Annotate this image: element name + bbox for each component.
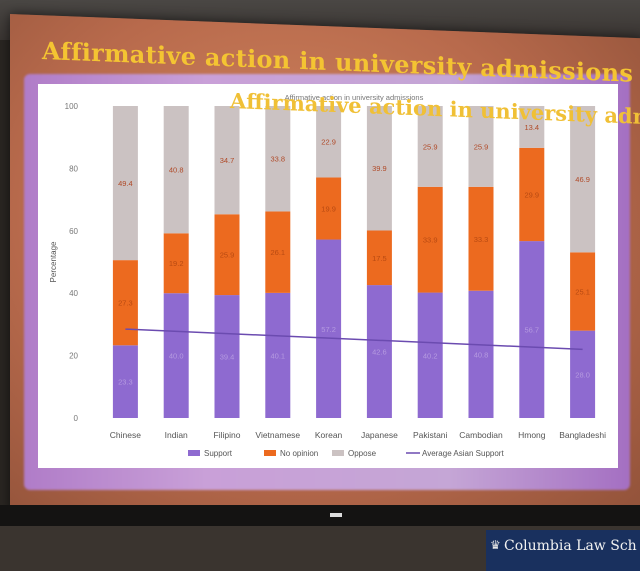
data-label: 33.9 [423,236,438,245]
bar-support [214,295,240,418]
bar-oppose [214,106,240,215]
data-label: 23.3 [118,378,133,387]
legend-label: No opinion [280,449,318,458]
bar-no-opinion [570,252,596,331]
average-support-line [125,328,583,351]
data-label: 40.0 [169,352,184,361]
data-label: 34.7 [220,156,235,165]
bar-support [163,293,189,418]
x-tick-label: Hmong [518,430,546,440]
data-label: 33.3 [474,235,489,244]
x-tick-label: Pakistani [413,430,448,440]
x-tick-label: Filipino [214,430,241,440]
data-label: 25.9 [474,142,489,151]
data-label: 40.1 [270,351,285,360]
bar-oppose [316,106,342,178]
data-label: 57.2 [321,325,336,334]
bar-no-opinion [112,260,138,346]
data-label: 25.1 [575,287,590,296]
x-tick-label: Indian [165,430,188,440]
bar-no-opinion [163,233,189,294]
data-label: 33.8 [270,155,285,164]
x-tick-label: Cambodian [459,430,503,440]
data-label: 26.1 [270,248,285,257]
data-label: 40.8 [474,350,489,359]
data-label: 19.2 [169,259,184,268]
chart-panel: Affirmative action in university admissi… [38,84,618,468]
bar-support [417,292,443,418]
data-label: 40.8 [169,166,184,175]
bar-support [112,345,138,418]
bar-oppose [163,106,189,234]
bar-oppose [519,106,545,148]
bar-no-opinion [366,230,392,286]
legend-label: Support [204,449,233,458]
data-label: 49.4 [118,179,133,188]
y-tick-label: 0 [74,414,79,423]
x-tick-label: Chinese [110,430,141,440]
y-tick-label: 60 [69,227,78,236]
y-tick-label: 80 [69,164,78,173]
legend-label: Average Asian Support [422,449,504,458]
bar-no-opinion [316,177,342,240]
legend-label: Oppose [348,449,377,458]
bar-support [468,290,494,418]
bar-no-opinion [214,214,240,296]
bar-no-opinion [417,186,443,293]
bar-support [519,241,545,418]
x-tick-label: Bangladeshi [559,430,606,440]
legend-swatch [264,450,276,456]
data-label: 25.9 [220,251,235,260]
bar-oppose [570,106,596,253]
data-label: 39.4 [220,353,235,362]
bar-support [366,285,392,418]
y-tick-label: 40 [69,289,78,298]
bar-support [265,292,291,418]
bar-oppose [468,106,494,187]
bar-no-opinion [468,186,494,291]
x-tick-label: Vietnamese [255,430,300,440]
y-axis-label: Percentage [49,241,58,282]
data-label: 17.5 [372,254,387,263]
stacked-bar-chart: Affirmative action in university admissi… [49,93,606,458]
bar-oppose [112,106,138,261]
bar-oppose [265,106,291,212]
data-label: 27.3 [118,299,133,308]
crown-icon: ♛ [490,538,501,552]
chart-title: Affirmative action in university admissi… [285,93,424,102]
data-label: 13.4 [524,123,539,132]
columbia-banner: ♛ Columbia Law Sch [486,530,640,571]
bar-no-opinion [265,211,291,293]
data-label: 25.9 [423,142,438,151]
x-tick-label: Japanese [361,430,398,440]
data-label: 29.9 [524,190,539,199]
data-label: 56.7 [524,326,539,335]
data-label: 22.9 [321,138,336,147]
y-tick-label: 20 [69,352,78,361]
legend-swatch [332,450,344,456]
bar-support [570,330,596,418]
projector-logo [330,513,342,517]
data-label: 40.2 [423,351,438,360]
bar-no-opinion [519,147,545,242]
screen-bezel [0,505,640,527]
bar-oppose [417,106,443,187]
banner-text: Columbia Law Sch [504,538,637,554]
data-label: 19.9 [321,204,336,213]
legend-swatch [188,450,200,456]
data-label: 28.0 [575,370,590,379]
bar-oppose [366,106,392,231]
data-label: 39.9 [372,164,387,173]
data-label: 46.9 [575,175,590,184]
x-tick-label: Korean [315,430,343,440]
data-label: 42.6 [372,348,387,357]
bar-support [316,239,342,418]
y-tick-label: 100 [65,102,79,111]
